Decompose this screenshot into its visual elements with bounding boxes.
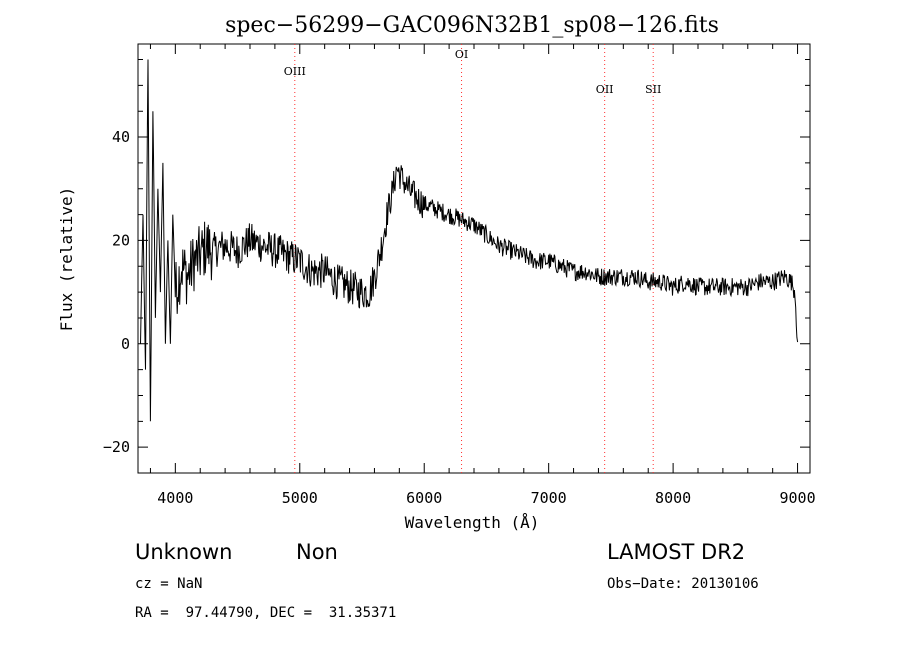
x-tick-label: 6000	[406, 489, 442, 507]
y-tick-label: −20	[103, 438, 130, 456]
reference-line-label: OII	[596, 83, 614, 96]
y-tick-label: 0	[121, 335, 130, 353]
coordinates: RA = 97.44790, DEC = 31.35371	[135, 605, 397, 621]
spectrum-line	[140, 59, 799, 422]
chart-title: spec−56299−GAC096N32B1_sp08−126.fits	[225, 13, 719, 38]
observation-date: Obs−Date: 20130106	[607, 576, 759, 592]
y-tick-label: 40	[112, 128, 130, 146]
x-tick-label: 7000	[531, 489, 567, 507]
x-tick-label: 5000	[282, 489, 318, 507]
survey-name: LAMOST DR2	[607, 540, 746, 564]
x-tick-label: 8000	[655, 489, 691, 507]
reference-line-label: OI	[455, 48, 468, 61]
y-axis-label: Flux (relative)	[57, 187, 76, 332]
x-axis-label: Wavelength (Å)	[405, 513, 540, 532]
reference-line-label: OIII	[284, 65, 306, 78]
axes: 4000 5000 6000 7000 8000 9000 −20 0 20 40	[103, 44, 816, 507]
y-tick-label: 20	[112, 231, 130, 249]
x-tick-label: 9000	[779, 489, 815, 507]
redshift-cz: cz = NaN	[135, 576, 203, 592]
object-subclass: Non	[296, 540, 338, 564]
reference-lines: OIII OI OII SII	[284, 44, 661, 473]
x-tick-label: 4000	[157, 489, 193, 507]
reference-line-label: SII	[645, 83, 661, 96]
object-class: Unknown	[135, 540, 233, 564]
